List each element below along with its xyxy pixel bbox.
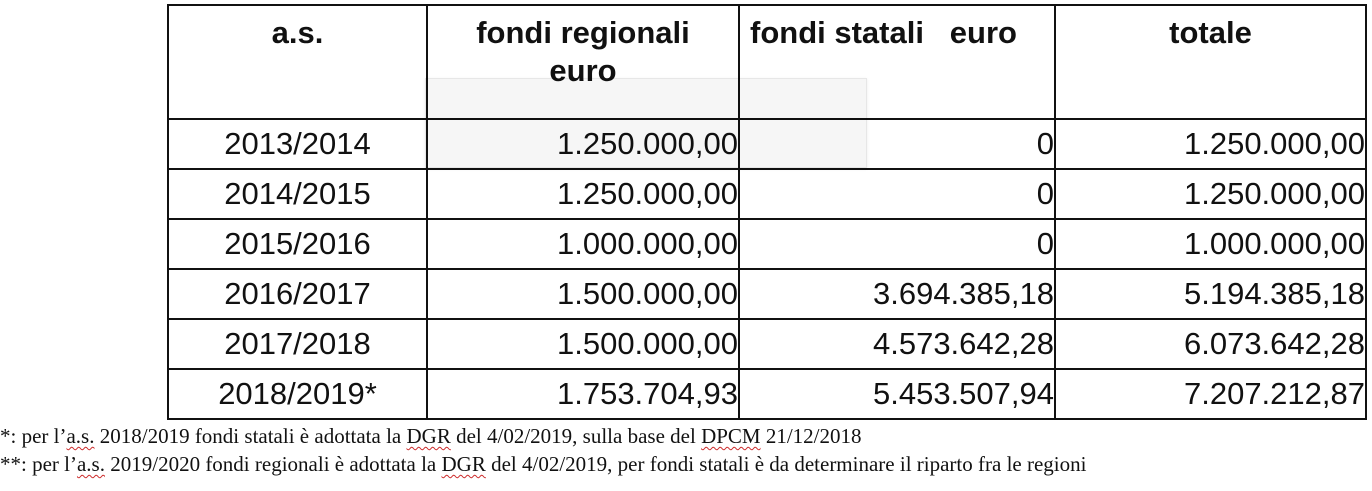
cell-state: 4.573.642,28 — [738, 318, 1056, 370]
cell-total: 6.073.642,28 — [1054, 318, 1367, 370]
header-regional-line2: euro — [549, 53, 617, 88]
cell-state: 3.694.385,18 — [738, 268, 1056, 320]
footnote-abbrev-as: a.s. — [76, 452, 105, 476]
footnote-abbrev-as: a.s. — [66, 424, 95, 448]
cell-year: 2018/2019* — [167, 368, 428, 420]
cell-regional: 1.500.000,00 — [426, 318, 740, 370]
footnote-text: del 4/02/2019, sulla base del — [450, 424, 702, 448]
cell-total: 1.250.000,00 — [1054, 168, 1367, 220]
table-row: 2015/2016 1.000.000,00 0 1.000.000,00 — [167, 218, 1367, 270]
table-header-row: a.s. fondi regionali euro fondi statali … — [167, 4, 1367, 120]
footnote-regional-funds: **: per l’a.s. 2019/2020 fondi regionali… — [0, 450, 1372, 478]
cell-state: 5.453.507,94 — [738, 368, 1056, 420]
cell-regional: 1.250.000,00 — [426, 118, 740, 170]
funds-table-wrapper: a.s. fondi regionali euro fondi statali … — [167, 4, 1367, 420]
cell-year: 2013/2014 — [167, 118, 428, 170]
header-state-funds: fondi statali euro — [738, 4, 1056, 120]
cell-regional: 1.500.000,00 — [426, 268, 740, 320]
cell-year: 2014/2015 — [167, 168, 428, 220]
footnote-abbrev-dgr: DGR — [441, 452, 486, 476]
table-row: 2018/2019* 1.753.704,93 5.453.507,94 7.2… — [167, 368, 1367, 420]
table-row: 2017/2018 1.500.000,00 4.573.642,28 6.07… — [167, 318, 1367, 370]
cell-year: 2016/2017 — [167, 268, 428, 320]
cell-regional: 1.250.000,00 — [426, 168, 740, 220]
footnote-text: *: per l’ — [0, 424, 67, 448]
table-row: 2016/2017 1.500.000,00 3.694.385,18 5.19… — [167, 268, 1367, 320]
header-state-label: fondi statali euro — [750, 15, 1017, 50]
footnotes: *: per l’a.s. 2018/2019 fondi statali è … — [0, 422, 1372, 478]
footnote-abbrev-dpcm: DPCM — [701, 424, 761, 448]
cell-total: 1.250.000,00 — [1054, 118, 1367, 170]
footnote-text: 2018/2019 fondi statali è adottata la — [94, 424, 407, 448]
header-regional-funds: fondi regionali euro — [426, 4, 740, 120]
cell-regional: 1.753.704,93 — [426, 368, 740, 420]
header-regional-line1: fondi regionali — [476, 15, 690, 50]
footnote-text: 21/12/2018 — [760, 424, 862, 448]
cell-total: 1.000.000,00 — [1054, 218, 1367, 270]
cell-regional: 1.000.000,00 — [426, 218, 740, 270]
header-total: totale — [1054, 4, 1367, 120]
footnote-text: **: per l’ — [0, 452, 77, 476]
footnote-text: del 4/02/2019, per fondi statali è da de… — [485, 452, 1087, 476]
header-year: a.s. — [167, 4, 428, 120]
footnote-abbrev-dgr: DGR — [406, 424, 451, 448]
cell-year: 2017/2018 — [167, 318, 428, 370]
table-row: 2014/2015 1.250.000,00 0 1.250.000,00 — [167, 168, 1367, 220]
funds-table: a.s. fondi regionali euro fondi statali … — [167, 4, 1367, 420]
cell-total: 5.194.385,18 — [1054, 268, 1367, 320]
footnote-text: 2019/2020 fondi regionali è adottata la — [104, 452, 442, 476]
cell-state: 0 — [738, 118, 1056, 170]
cell-state: 0 — [738, 218, 1056, 270]
cell-total: 7.207.212,87 — [1054, 368, 1367, 420]
cell-year: 2015/2016 — [167, 218, 428, 270]
cell-state: 0 — [738, 168, 1056, 220]
table-row: 2013/2014 1.250.000,00 0 1.250.000,00 — [167, 118, 1367, 170]
footnote-state-funds: *: per l’a.s. 2018/2019 fondi statali è … — [0, 422, 1372, 450]
